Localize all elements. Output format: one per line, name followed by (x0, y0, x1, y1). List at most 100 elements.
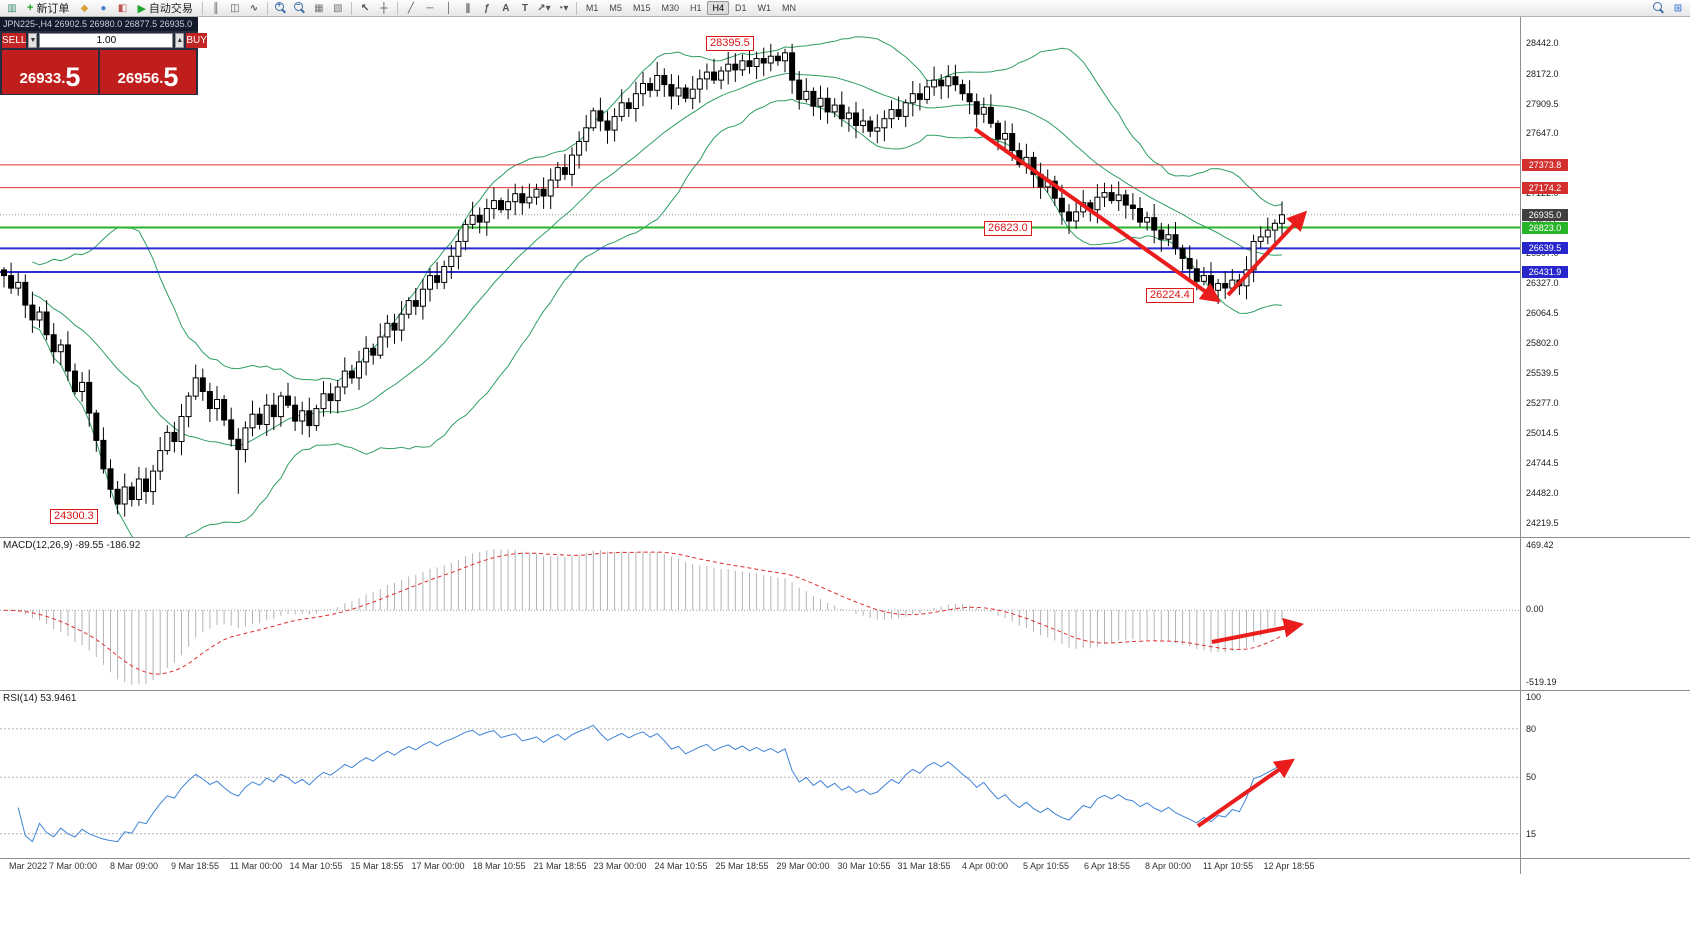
bollinger-bands (32, 36, 1283, 537)
timeframe-button-mn[interactable]: MN (782, 3, 797, 13)
trade-prices-row: 26933. 5 26956. 5 (0, 50, 198, 94)
auto-trading-icon: ▶ (137, 2, 146, 15)
line-chart-icon: ∿ (249, 2, 259, 14)
crosshair-icon[interactable]: ┼ (375, 1, 393, 16)
price-axis-label: 26327.0 (1526, 278, 1559, 289)
chart-window: 28442.0 28172.0 27909.5 27647.0 27384.5 27122… (0, 17, 1690, 874)
time-axis-label: 8 Mar 09:00 (109, 861, 159, 871)
zoom-in-icon[interactable]: + (272, 0, 290, 16)
rsi-line (17, 724, 1283, 843)
sell-button[interactable]: SELL (2, 33, 27, 48)
cursor-icon[interactable]: ↖ (356, 1, 374, 16)
fibonacci-icon[interactable]: ƒ (478, 1, 496, 16)
rsi-chart[interactable] (0, 691, 1520, 858)
main-chart-panel: 28442.0 28172.0 27909.5 27647.0 27384.5 27122… (0, 17, 1690, 537)
one-click-trading-widget: JPN225-,H4 26902.5 26980.0 26877.5 26935… (0, 17, 207, 95)
trend-arrow[interactable] (1226, 210, 1308, 297)
price-axis-label: 25539.5 (1526, 367, 1559, 378)
price-tag-26639.5: 26639.5 (1522, 242, 1568, 255)
horizontal-line-icon[interactable]: ─ (421, 1, 439, 16)
new-order-button-label: 新订单 (36, 3, 70, 15)
timeframe-button-m1[interactable]: M1 (585, 3, 599, 13)
toolbar-separator (201, 1, 203, 15)
timeframe-button-d1[interactable]: D1 (735, 3, 747, 13)
lot-size-input[interactable] (39, 33, 174, 48)
toolbar: ▥ + 新订单 ◆ ● ◧ ▶ 自动交易 ║ ◫ ∿ + − ▦ ▧ ↖ ┼ ╱ ─ │ ∥ ƒ A T ↗▾ ◔▾ M1 M5 M15… (0, 0, 1690, 17)
time-axis-label: 12 Apr 18:55 (1263, 861, 1315, 871)
tile-windows-icon: ▦ (314, 2, 324, 14)
zoom-out-icon[interactable]: − (291, 0, 309, 16)
tile-windows-icon[interactable]: ▦ (310, 1, 328, 16)
price-axis-label: 26597.0 (1526, 247, 1559, 258)
timeframe-button-h4[interactable]: H4 (707, 1, 729, 15)
trendline-icon[interactable]: ╱ (402, 1, 420, 16)
arrows-dropdown-icon: ↗▾ (537, 2, 551, 14)
trend-arrow[interactable] (973, 127, 1221, 303)
macd-panel: MACD(12,26,9) -89.55 -186.92 469.42 0.00 -… (0, 538, 1690, 690)
arrows-dropdown-icon[interactable]: ↗▾ (535, 1, 553, 16)
market-watch-icon[interactable]: ● (94, 1, 112, 16)
new-order-button[interactable]: + 新订单 (22, 1, 74, 16)
text-label-icon: T (521, 2, 528, 14)
lot-up-button[interactable]: ▲ (175, 33, 185, 48)
rsi-axis-label: 100 (1526, 691, 1542, 702)
time-axis-label: 17 Mar 00:00 (411, 861, 465, 871)
price-annotation[interactable]: 26224.4 (1146, 288, 1194, 303)
panel-splitter[interactable] (0, 537, 1690, 538)
text-icon[interactable]: A (497, 1, 515, 16)
time-axis-label: 23 Mar 00:00 (593, 861, 647, 871)
horizontal-lines (0, 164, 1520, 273)
time-axis-label: 14 Mar 10:55 (289, 861, 343, 871)
trade-controls-row: SELL ▼ ▲ BUY (0, 31, 207, 50)
chart-profiles-icon[interactable]: ◆ (75, 1, 93, 16)
timeframe-button-m5[interactable]: M5 (609, 3, 622, 13)
price-tag-27174.2: 27174.2 (1522, 181, 1568, 194)
trend-arrow[interactable] (1211, 617, 1304, 644)
panel-splitter[interactable] (0, 690, 1690, 691)
buy-price-button[interactable]: 26956. 5 (100, 50, 196, 94)
price-axis-label: 24482.0 (1526, 488, 1559, 499)
time-axis-label: 8 Apr 00:00 (1144, 861, 1192, 871)
data-window-icon[interactable]: ◧ (113, 1, 131, 16)
rsi-panel: RSI(14) 53.9461 100 80 50 15 (0, 691, 1690, 858)
main-chart[interactable] (0, 17, 1520, 537)
rsi-axis-label: 15 (1526, 828, 1537, 839)
macd-label: MACD(12,26,9) -89.55 -186.92 (3, 540, 141, 551)
time-axis-label: 4 Apr 00:00 (961, 861, 1009, 871)
cascade-windows-icon[interactable]: ▧ (329, 1, 347, 16)
price-tag-26431.9: 26431.9 (1522, 266, 1568, 278)
indicators-icon[interactable]: ⊞ (1669, 1, 1687, 16)
price-axis-label: 25802.0 (1526, 338, 1559, 348)
cursor-icon: ↖ (360, 2, 370, 14)
line-chart-icon[interactable]: ∿ (245, 1, 263, 16)
lot-down-button[interactable]: ▼ (28, 33, 38, 48)
buy-button[interactable]: BUY (186, 33, 207, 48)
timeframe-button-w1[interactable]: W1 (757, 3, 772, 13)
chart-app-icon[interactable]: ▥ (3, 1, 21, 16)
chart-app-icon: ▥ (7, 2, 17, 14)
text-label-icon[interactable]: T (516, 1, 534, 16)
candlestick-chart-icon[interactable]: ◫ (226, 1, 244, 16)
bar-chart-icon[interactable]: ║ (207, 1, 225, 16)
macd-axis-label: 0.00 (1526, 604, 1544, 615)
zoom-in-icon: + (274, 0, 287, 14)
timeframe-button-m15[interactable]: M15 (632, 3, 651, 13)
equidistant-channel-icon[interactable]: ∥ (459, 1, 477, 16)
time-axis: Mar 2022 7 Mar 00:00 8 Mar 09:00 9 Mar 18:5… (0, 858, 1690, 873)
chart-profiles-icon: ◆ (80, 2, 89, 14)
auto-trading-button[interactable]: ▶ 自动交易 (132, 1, 197, 16)
price-annotation[interactable]: 26823.0 (984, 221, 1032, 236)
timeframe-button-h1[interactable]: H1 (689, 3, 702, 13)
macd-chart[interactable] (0, 538, 1520, 690)
bar-chart-icon: ║ (212, 2, 220, 14)
price-annotation[interactable]: 28395.5 (706, 36, 754, 51)
timeframe-button-m30[interactable]: M30 (661, 3, 679, 13)
vertical-line-icon[interactable]: │ (440, 1, 458, 16)
sell-price-button[interactable]: 26933. 5 (2, 50, 98, 94)
price-annotation[interactable]: 24300.3 (50, 509, 98, 524)
price-axis-label: 27647.0 (1526, 128, 1559, 139)
trend-arrow[interactable] (1196, 758, 1295, 828)
price-axis-label: 25277.0 (1526, 397, 1559, 408)
cycle-lines-dropdown-icon[interactable]: ◔▾ (554, 1, 572, 16)
symbol-search-icon[interactable] (1650, 1, 1668, 16)
